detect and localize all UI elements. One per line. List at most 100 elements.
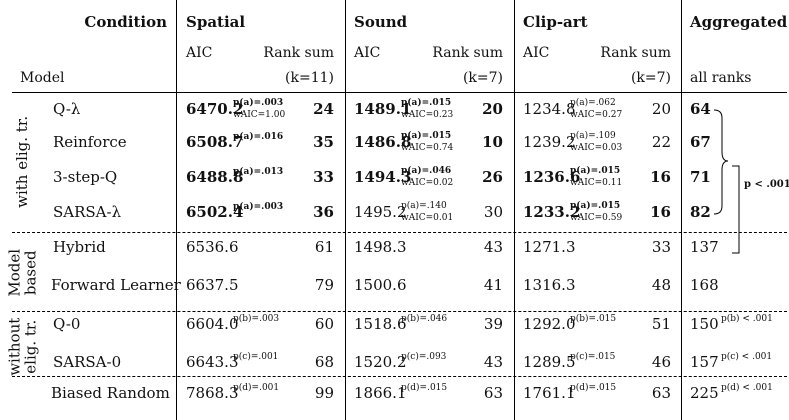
p-value: p(a)=.016 [233, 132, 284, 142]
waic-value: wAIC=0.74 [401, 143, 454, 153]
p-value: p(a)=.015 [401, 131, 452, 141]
aggregated-rank: 150 [690, 315, 719, 333]
rank-sum: 10 [482, 133, 503, 151]
waic-value: wAIC=0.03 [570, 143, 623, 153]
model-name: Biased Random [51, 384, 170, 402]
aic-value: 6604.0 [186, 315, 239, 333]
k-clipart: (k=7) [630, 70, 671, 86]
model-name: SARSA-0 [53, 353, 122, 371]
p-value: p(a)=.046 [401, 166, 452, 176]
p-value: p(c)=.015 [570, 352, 616, 362]
subheader-ranksum-sound: Rank sum [432, 45, 503, 61]
p-value: p(a)=.015 [570, 201, 621, 211]
rank-sum: 39 [483, 315, 503, 333]
rank-sum: 24 [313, 100, 334, 118]
aic-value: 6488.8 [186, 168, 244, 186]
aic-value: 6508.7 [186, 133, 244, 151]
rank-sum: 26 [482, 168, 503, 186]
rank-sum: 61 [314, 238, 334, 256]
aggregated-rank: 71 [690, 168, 711, 186]
p-value: p(b)=.003 [233, 314, 280, 324]
aic-value: 6502.4 [186, 203, 244, 221]
aggregated-rank: 157 [690, 353, 719, 371]
aic-value: 1520.2 [354, 353, 407, 371]
waic-value: wAIC=0.01 [401, 213, 454, 223]
aic-value: 1316.3 [523, 276, 576, 294]
rank-sum: 63 [651, 384, 671, 402]
bracket-label: p < .001 [744, 179, 789, 190]
rank-sum: 20 [651, 100, 671, 118]
k-spatial: (k=11) [285, 70, 334, 86]
aic-value: 1234.8 [523, 100, 576, 118]
aic-value: 6637.5 [186, 276, 239, 294]
aggregated-rank: 168 [690, 276, 719, 294]
rank-sum: 68 [314, 353, 334, 371]
p-value: p(a)=.003 [233, 98, 284, 108]
p-value: p(a)=.140 [401, 201, 447, 211]
aic-value: 1489.1 [354, 100, 412, 118]
p-value: p(b)=.046 [401, 314, 448, 324]
header-aggregated: Aggregated [690, 13, 788, 31]
header-clipart: Clip-art [523, 13, 588, 31]
aic-value: 1239.2 [523, 133, 576, 151]
p-value: p(d)=.015 [570, 383, 617, 393]
rank-sum: 43 [483, 353, 503, 371]
model-name: Hybrid [53, 238, 106, 256]
waic-value: wAIC=0.59 [570, 213, 623, 223]
rank-sum: 36 [313, 203, 334, 221]
aic-value: 1761.1 [523, 384, 576, 402]
aic-value: 1292.0 [523, 315, 576, 333]
p-value: p(a)=.015 [570, 166, 621, 176]
p-value: p(c)=.001 [233, 352, 279, 362]
model-name: 3-step-Q [53, 168, 118, 186]
aic-value: 1271.3 [523, 238, 576, 256]
rank-sum: 16 [650, 168, 671, 186]
aic-value: 1486.8 [354, 133, 412, 151]
waic-value: wAIC=0.27 [570, 110, 623, 120]
bracket-curly [713, 109, 729, 215]
p-value: p(b)=.015 [570, 314, 617, 324]
aic-value: 1500.6 [354, 276, 407, 294]
subheader-aic-clipart: AIC [523, 45, 550, 61]
p-value: p(a)=.015 [401, 98, 452, 108]
aggregated-rank: 137 [690, 238, 719, 256]
col-rule-sound [345, 0, 346, 420]
aic-value: 1236.6 [523, 168, 581, 186]
aic-value: 1498.3 [354, 238, 407, 256]
rank-sum: 63 [483, 384, 503, 402]
aggregated-rank: 225 [690, 384, 719, 402]
rank-sum: 43 [483, 238, 503, 256]
group-rule-1 [12, 232, 787, 233]
aggregated-rank: 64 [690, 100, 711, 118]
col-rule-clipart [514, 0, 515, 420]
rank-sum: 35 [313, 133, 334, 151]
subheader-ranksum-spatial: Rank sum [263, 45, 334, 61]
aic-value: 6643.3 [186, 353, 239, 371]
p-value: p(a)=.109 [570, 131, 616, 141]
model-name: SARSA-λ [53, 203, 122, 221]
rank-sum: 33 [651, 238, 671, 256]
aic-value: 1233.2 [523, 203, 581, 221]
rank-sum: 16 [650, 203, 671, 221]
aic-value: 7868.3 [186, 384, 239, 402]
aic-value: 1495.2 [354, 203, 407, 221]
header-spatial: Spatial [186, 13, 246, 31]
p-value: p(c)=.093 [401, 352, 447, 362]
waic-value: wAIC=1.00 [233, 110, 286, 120]
rank-sum: 20 [482, 100, 503, 118]
aic-value: 1518.6 [354, 315, 407, 333]
aggregated-p-value: p(c) < .001 [721, 352, 773, 362]
group-rule-3 [12, 376, 787, 377]
rank-sum: 33 [313, 168, 334, 186]
header-model: Model [20, 70, 65, 86]
p-value: p(a)=.013 [233, 167, 284, 177]
aggregated-p-value: p(b) < .001 [721, 314, 773, 324]
header-rule [12, 92, 787, 93]
subheader-ranksum-clipart: Rank sum [600, 45, 671, 61]
model-name: Reinforce [53, 133, 127, 151]
all-ranks: all ranks [690, 70, 752, 86]
header-sound: Sound [354, 13, 408, 31]
model-name: Q-λ [53, 100, 81, 118]
col-rule-spatial [176, 0, 177, 420]
p-value: p(a)=.062 [570, 98, 616, 108]
